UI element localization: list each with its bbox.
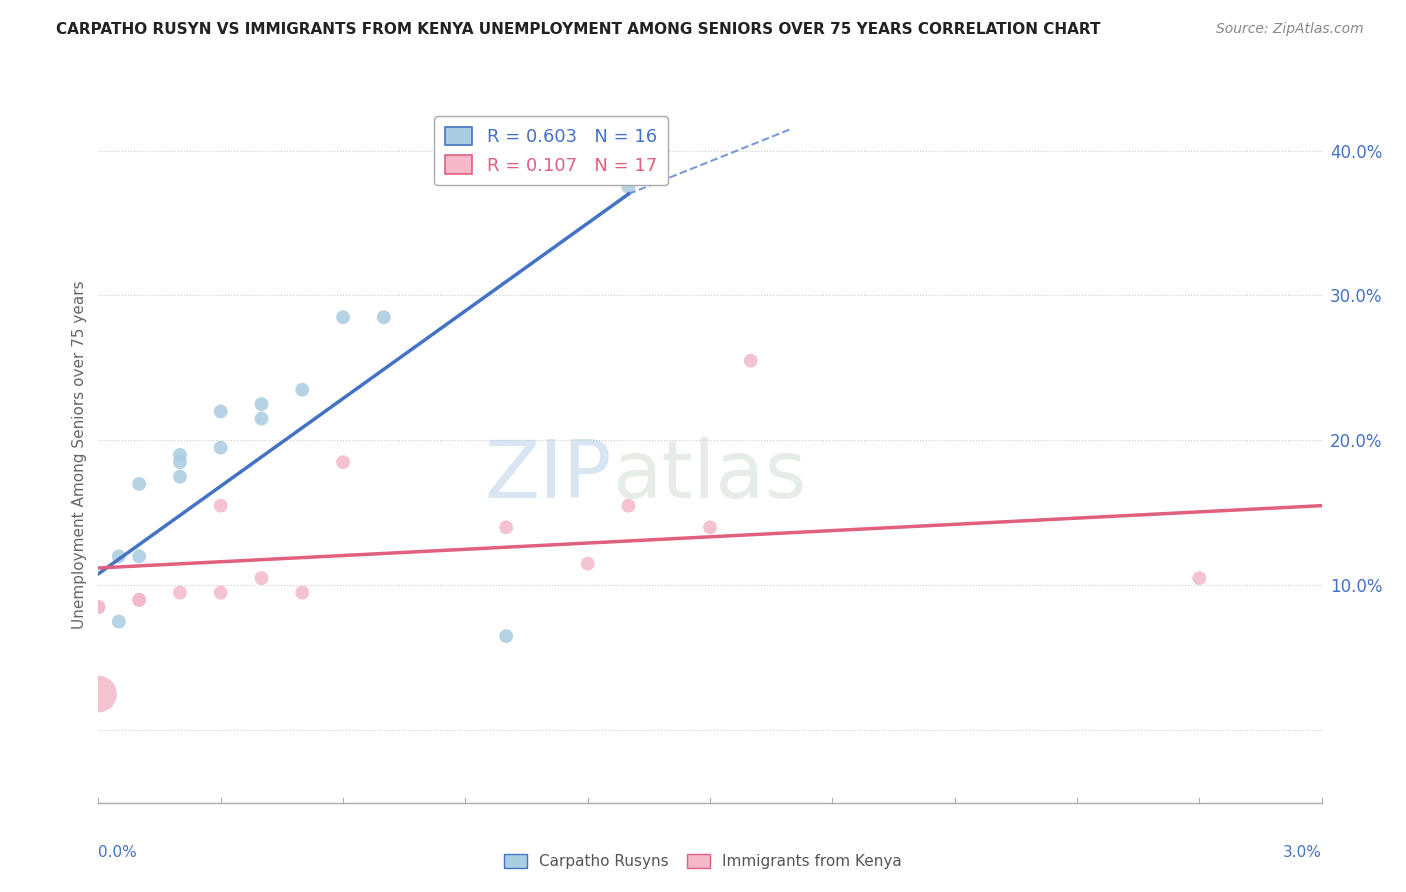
Legend: R = 0.603   N = 16, R = 0.107   N = 17: R = 0.603 N = 16, R = 0.107 N = 17 <box>434 116 668 186</box>
Text: 0.0%: 0.0% <box>98 845 138 860</box>
Point <box>209 441 232 455</box>
Legend: Carpatho Rusyns, Immigrants from Kenya: Carpatho Rusyns, Immigrants from Kenya <box>498 848 908 875</box>
Point <box>108 549 131 564</box>
Y-axis label: Unemployment Among Seniors over 75 years: Unemployment Among Seniors over 75 years <box>72 281 87 629</box>
Text: Source: ZipAtlas.com: Source: ZipAtlas.com <box>1216 22 1364 37</box>
Point <box>87 600 110 615</box>
Point <box>495 629 517 643</box>
Point <box>87 687 110 701</box>
Point <box>209 404 232 418</box>
Point <box>576 557 599 571</box>
Point <box>617 499 640 513</box>
Point <box>250 397 273 411</box>
Text: ZIP: ZIP <box>485 437 612 515</box>
Point <box>373 310 395 325</box>
Point <box>169 585 191 599</box>
Point <box>332 455 354 469</box>
Point <box>291 585 314 599</box>
Point <box>128 592 150 607</box>
Point <box>250 571 273 585</box>
Point <box>1188 571 1211 585</box>
Point <box>209 585 232 599</box>
Point <box>699 520 721 534</box>
Point <box>250 411 273 425</box>
Point <box>209 499 232 513</box>
Point <box>617 179 640 194</box>
Point <box>169 469 191 483</box>
Point <box>740 353 762 368</box>
Point <box>495 520 517 534</box>
Point <box>87 600 110 615</box>
Point <box>108 615 131 629</box>
Point <box>291 383 314 397</box>
Point <box>128 549 150 564</box>
Point <box>332 310 354 325</box>
Text: atlas: atlas <box>612 437 807 515</box>
Point <box>128 592 150 607</box>
Point <box>128 476 150 491</box>
Text: 3.0%: 3.0% <box>1282 845 1322 860</box>
Point <box>169 448 191 462</box>
Text: CARPATHO RUSYN VS IMMIGRANTS FROM KENYA UNEMPLOYMENT AMONG SENIORS OVER 75 YEARS: CARPATHO RUSYN VS IMMIGRANTS FROM KENYA … <box>56 22 1101 37</box>
Point <box>169 455 191 469</box>
